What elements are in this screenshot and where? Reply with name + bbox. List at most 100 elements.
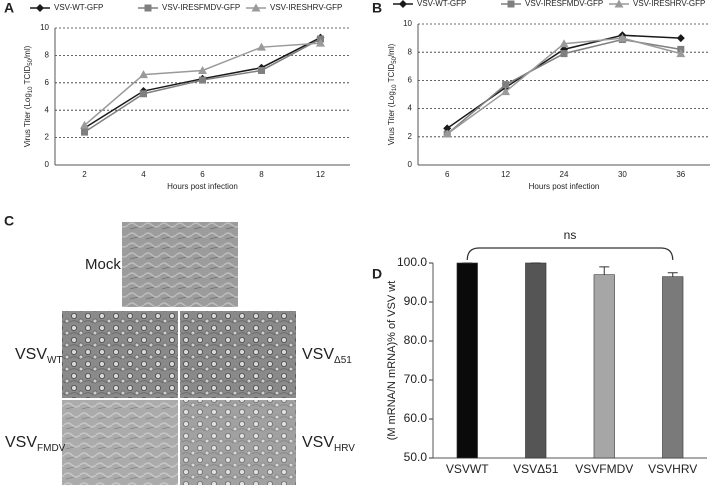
point xyxy=(399,0,407,8)
legend-label: VSV-WT-GFP xyxy=(417,0,466,8)
point xyxy=(258,66,265,74)
point xyxy=(614,0,624,8)
label-part: /ml) xyxy=(387,43,396,57)
y-tick-label: 10 xyxy=(403,19,412,28)
y-tick-label: 0 xyxy=(45,160,50,169)
error-bar xyxy=(599,266,610,275)
micrograph xyxy=(180,400,296,485)
y-axis-label: (M mRNA/N mRNA)% of VSV wt xyxy=(386,281,398,441)
panel-label: C xyxy=(4,213,14,229)
y-axis-label: Virus Titer (Log10 TCID50/ml) xyxy=(23,45,33,147)
label-part: TCID xyxy=(23,66,32,87)
legend-label: VSV-IRESHRV-GFP xyxy=(270,3,342,12)
x-tick-label: VSVΔ51 xyxy=(513,462,559,476)
point xyxy=(560,50,568,58)
y-tick-label: 10 xyxy=(40,23,49,32)
x-tick-label: 6 xyxy=(445,170,450,179)
point xyxy=(139,70,148,79)
point xyxy=(443,124,452,133)
y-tick-label: 4 xyxy=(408,104,413,113)
x-tick-label: VSVFMDV xyxy=(575,462,633,476)
micrograph-label: VSVΔ51 xyxy=(302,346,352,365)
label-sub: 10 xyxy=(28,86,34,93)
point xyxy=(81,128,88,136)
label-base: VSV xyxy=(5,434,37,451)
legend-label: VSV-WT-GFP xyxy=(54,3,103,12)
y-tick-label: 8 xyxy=(408,47,413,56)
point xyxy=(36,4,44,12)
x-tick-label: VSVHRV xyxy=(648,462,697,476)
label-part: TCID xyxy=(387,64,396,85)
label-sub: WT xyxy=(47,355,63,366)
point xyxy=(676,34,685,43)
bar xyxy=(593,274,615,459)
point xyxy=(198,65,207,74)
x-tick-label: 24 xyxy=(560,170,569,179)
micrograph xyxy=(122,222,238,307)
micrograph-panel xyxy=(62,222,296,485)
x-tick-label: 2 xyxy=(82,170,87,179)
micrograph-label: VSVWT xyxy=(15,346,63,365)
micrograph-label: VSVHRV xyxy=(302,434,355,453)
y-tick-label: 100.0 xyxy=(397,255,427,269)
micrograph xyxy=(62,400,178,485)
x-axis-label: Hours post infection xyxy=(167,182,238,191)
x-tick-label: 30 xyxy=(618,170,627,179)
label-base: Mock xyxy=(85,256,121,273)
panel-label: B xyxy=(372,0,382,16)
legend-label: VSV-IRESFMDV-GFP xyxy=(162,3,240,12)
label-sub: 50 xyxy=(28,58,34,65)
label-sub: HRV xyxy=(334,443,355,454)
point xyxy=(316,38,325,47)
x-tick-label: 4 xyxy=(141,170,146,179)
legend-label: VSV-IRESHRV-GFP xyxy=(633,0,705,8)
y-tick-label: 4 xyxy=(45,105,50,114)
point xyxy=(80,120,89,129)
micrograph xyxy=(180,311,296,398)
bar xyxy=(525,262,547,459)
point xyxy=(442,129,452,138)
label-sub: FMDV xyxy=(37,443,66,454)
label-part: Virus Titer (Log xyxy=(387,91,396,145)
y-tick-label: 90.0 xyxy=(404,294,428,308)
micrograph xyxy=(62,311,178,398)
label-sub: 50 xyxy=(392,56,398,63)
label-base: VSV xyxy=(302,434,334,451)
y-axis-label: Virus Titer (Log10 TCID50/ml) xyxy=(387,43,397,145)
y-tick-label: 6 xyxy=(408,76,413,85)
y-tick-label: 60.0 xyxy=(404,411,428,425)
bracket xyxy=(466,247,674,261)
point xyxy=(501,87,511,96)
point xyxy=(617,33,627,42)
y-tick-label: 70.0 xyxy=(404,372,428,386)
x-tick-label: 12 xyxy=(501,170,510,179)
point xyxy=(140,90,147,98)
label-sub: Δ51 xyxy=(334,355,352,366)
micrograph-label: Mock xyxy=(85,256,121,273)
label-base: VSV xyxy=(302,346,334,363)
point xyxy=(144,4,152,12)
micrograph-label: VSVFMDV xyxy=(5,434,66,453)
label-sub: 10 xyxy=(392,84,398,91)
annotation: ns xyxy=(564,228,577,242)
y-tick-label: 8 xyxy=(45,51,50,60)
x-tick-label: VSVWT xyxy=(446,462,489,476)
point xyxy=(676,49,686,58)
y-tick-label: 50.0 xyxy=(404,450,428,464)
y-tick-label: 0 xyxy=(408,160,413,169)
y-tick-label: 2 xyxy=(45,133,50,142)
point xyxy=(257,42,266,51)
point xyxy=(502,81,510,89)
panel-label: D xyxy=(372,266,382,282)
point xyxy=(559,39,569,48)
series-line xyxy=(84,38,321,133)
bar xyxy=(456,262,478,459)
x-axis-label: Hours post infection xyxy=(529,182,600,191)
bar xyxy=(662,276,684,459)
x-tick-label: 36 xyxy=(676,170,685,179)
point xyxy=(199,76,206,84)
y-tick-label: 80.0 xyxy=(404,333,428,347)
y-tick-label: 6 xyxy=(45,78,50,87)
x-tick-label: 8 xyxy=(259,170,264,179)
